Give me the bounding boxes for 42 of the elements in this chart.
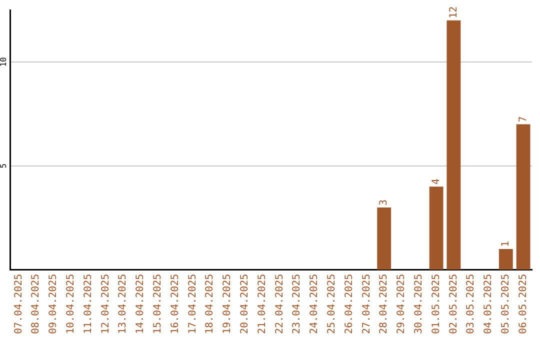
x-tick-label: 20.04.2025: [239, 274, 250, 334]
x-tick-label: 30.04.2025: [413, 274, 424, 334]
x-tick-label: 08.04.2025: [30, 274, 42, 334]
x-tick-label: 01.05.2025: [430, 274, 442, 334]
x-tick-label: 10.04.2025: [65, 274, 76, 334]
x-tick-label: 05.05.2025: [500, 274, 512, 334]
x-tick-label: 17.04.2025: [187, 274, 198, 334]
x-tick-label: 09.04.2025: [48, 274, 60, 334]
x-tick-label: 18.04.2025: [204, 274, 216, 334]
x-tick-label: 15.04.2025: [152, 274, 164, 334]
data-label: 3: [378, 199, 390, 206]
x-tick-label: 21.04.2025: [256, 274, 268, 334]
x-tick-label: 14.04.2025: [135, 274, 146, 334]
x-tick-label: 29.04.2025: [396, 274, 408, 334]
bar: [429, 186, 444, 270]
x-tick-label: 26.04.2025: [344, 274, 355, 334]
x-tick-label: 19.04.2025: [222, 274, 234, 334]
x-tick-label: 16.04.2025: [170, 274, 181, 334]
x-tick-label: 23.04.2025: [292, 274, 303, 334]
bar: [498, 249, 513, 270]
x-tick-label: 03.05.2025: [466, 274, 477, 334]
data-label: 12: [448, 6, 460, 18]
x-tick-label: 02.05.2025: [448, 274, 460, 334]
bar: [516, 124, 530, 270]
x-tick-label: 07.04.2025: [13, 274, 24, 334]
x-tick-label: 06.05.2025: [518, 274, 529, 334]
bar: [377, 207, 392, 270]
x-tick-label: 27.04.2025: [361, 274, 372, 334]
data-label: 7: [518, 116, 529, 122]
x-tick-label: 22.04.2025: [274, 274, 286, 334]
y-tick-label: 5: [0, 163, 8, 168]
x-tick-label: 28.04.2025: [378, 274, 390, 334]
x-tick-label: 11.04.2025: [82, 274, 94, 334]
bar: [446, 20, 461, 270]
y-tick-label: 10: [0, 56, 8, 67]
x-tick-label: 25.04.2025: [326, 274, 338, 334]
x-tick-label: 13.04.2025: [118, 274, 129, 334]
x-tick-label: 24.04.2025: [309, 274, 320, 334]
x-tick-label: 04.05.2025: [483, 274, 494, 334]
x-tick-label: 12.04.2025: [100, 274, 112, 334]
data-label: 4: [430, 178, 442, 185]
data-label: 1: [500, 240, 512, 248]
